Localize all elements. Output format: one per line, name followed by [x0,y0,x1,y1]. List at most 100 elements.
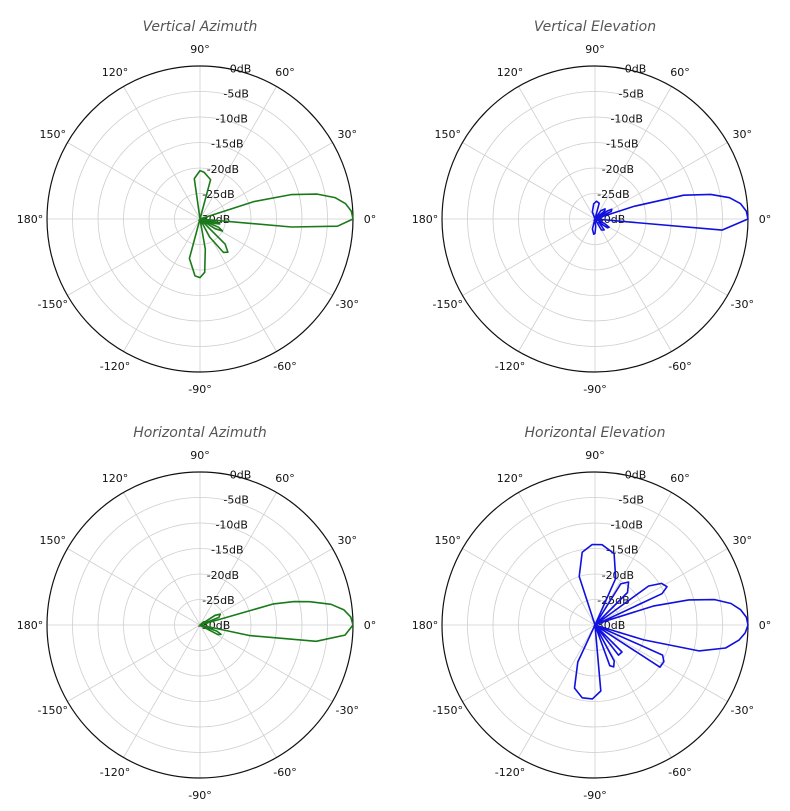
angle-tick-label: 150° [435,534,462,547]
chart-title: Horizontal Azimuth [133,425,267,441]
chart-title: Horizontal Elevation [525,425,666,441]
angle-tick-label: 60° [670,472,690,485]
angle-tick-label: 60° [275,66,295,79]
angle-tick-label: 0° [759,619,772,632]
angle-tick-label: 180° [412,213,439,226]
angular-gridline [67,624,201,702]
radial-tick-label: -25dB [597,188,630,201]
radial-tick-label: -20dB [602,569,635,582]
chart-title: Vertical Azimuth [143,19,258,35]
angle-tick-label: -120° [495,360,525,373]
angle-tick-label: -90° [188,789,211,802]
angle-tick-label: -150° [38,704,68,717]
radial-tick-label: -10dB [215,519,248,532]
angular-gridline [594,624,728,702]
radial-tick-label: 0dB [625,468,647,481]
radial-tick-label: -5dB [223,493,249,506]
angle-tick-label: 30° [337,128,357,141]
angular-gridline [594,492,672,626]
angle-tick-label: 90° [585,449,605,462]
angular-gridline [123,218,201,352]
angular-gridline [199,86,277,220]
angular-gridline [199,492,277,626]
angle-tick-label: -30° [335,298,358,311]
angular-gridline [67,548,201,626]
angular-gridline [462,548,596,626]
angle-tick-label: 120° [102,472,129,485]
series-line [573,543,749,700]
radial-tick-label: -20dB [207,163,240,176]
radial-tick-label: -15dB [211,544,244,557]
radial-tick-label: -20dB [602,163,635,176]
radial-tick-label: -20dB [207,569,240,582]
radial-tick-label: 0dB [230,62,252,75]
angular-gridline [594,548,728,626]
angle-tick-label: 150° [435,128,462,141]
radial-tick-label: -5dB [618,493,644,506]
angle-tick-label: -60° [273,360,296,373]
angular-gridline [594,142,728,220]
series-line [591,193,749,235]
radial-tick-label: -10dB [215,113,248,126]
angle-tick-label: 0° [364,213,377,226]
radial-tick-label: -10dB [610,113,643,126]
angle-tick-label: -30° [730,704,753,717]
angular-gridline [594,624,672,758]
angle-tick-label: 30° [732,128,752,141]
angle-tick-label: -60° [273,766,296,779]
angle-tick-label: -120° [495,766,525,779]
angular-gridline [199,218,333,296]
polar-chart-svg: Horizontal Azimuth 0° 30° 60° 90° 120° 150° 180… [17,425,377,802]
polar-chart-svg: Vertical Elevation 0° 30° 60° 90° 120° 150° 180… [412,19,772,396]
angle-tick-label: 90° [585,43,605,56]
angle-tick-label: -90° [583,789,606,802]
angular-gridline [123,86,201,220]
chart-panel-vertical-elevation: Vertical Elevation 0° 30° 60° 90° 120° 150° 180… [395,0,790,405]
angular-gridline [518,86,596,220]
angular-gridline [199,142,333,220]
radial-tick-label: -5dB [223,87,249,100]
radial-tick-label: -5dB [618,87,644,100]
angular-gridline [462,624,596,702]
angle-tick-label: 60° [275,472,295,485]
series-line [188,169,354,279]
angle-tick-label: -30° [730,298,753,311]
angle-tick-label: 30° [732,534,752,547]
angle-tick-label: 30° [337,534,357,547]
angular-gridline [123,624,201,758]
angle-tick-label: 180° [17,619,44,632]
angle-tick-label: 120° [497,472,524,485]
angular-gridline [67,142,201,220]
angular-gridline [462,218,596,296]
radial-tick-label: -10dB [610,519,643,532]
angular-gridline [199,624,277,758]
angle-tick-label: -150° [433,704,463,717]
chart-panel-vertical-azimuth: Vertical Azimuth 0° 30° 60° 90° 120° 150° 180° -… [0,0,395,405]
radial-tick-label: -25dB [202,594,235,607]
angle-tick-label: -150° [38,298,68,311]
angle-tick-label: 150° [40,534,67,547]
angular-gridline [594,218,672,352]
angular-gridline [518,624,596,758]
angular-gridline [67,218,201,296]
angle-tick-label: -150° [433,298,463,311]
angle-tick-label: 60° [670,66,690,79]
angular-gridline [518,218,596,352]
radial-tick-label: -25dB [202,188,235,201]
radial-tick-label: 0dB [625,62,647,75]
polar-chart-svg: Vertical Azimuth 0° 30° 60° 90° 120° 150° 180° -… [17,19,377,396]
angular-gridline [199,624,333,702]
angle-tick-label: 0° [364,619,377,632]
angle-tick-label: -90° [583,383,606,396]
angle-tick-label: 90° [190,43,210,56]
angle-tick-label: 180° [412,619,439,632]
chart-panel-horizontal-azimuth: Horizontal Azimuth 0° 30° 60° 90° 120° 150° 180… [0,406,395,811]
chart-panel-horizontal-elevation: Horizontal Elevation 0° 30° 60° 90° 120° 150° 1… [395,406,790,811]
angular-gridline [462,142,596,220]
angle-tick-label: -60° [668,766,691,779]
polar-chart-svg: Horizontal Elevation 0° 30° 60° 90° 120° 150° 1… [412,425,772,802]
angle-tick-label: 150° [40,128,67,141]
angle-tick-label: -120° [100,766,130,779]
angle-tick-label: -90° [188,383,211,396]
angle-tick-label: 180° [17,213,44,226]
